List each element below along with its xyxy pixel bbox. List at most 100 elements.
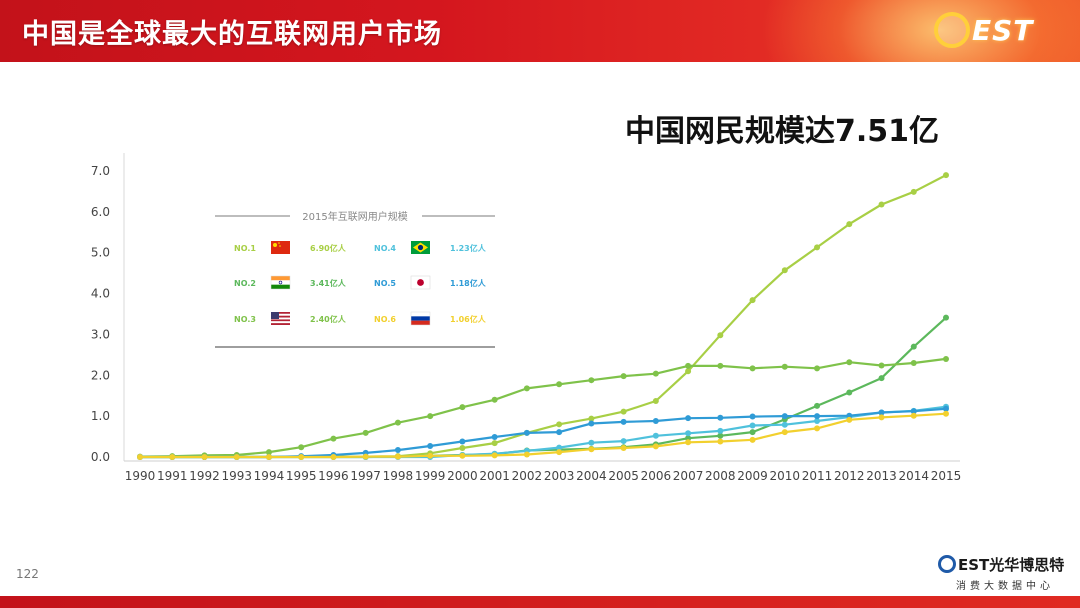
data-point-brazil: [814, 418, 821, 425]
x-tick-label: 2009: [737, 469, 768, 483]
legend-rank: NO.1: [234, 244, 256, 253]
header-banner: 中国是全球最大的互联网用户市场 EST: [0, 0, 1080, 62]
data-point-japan: [749, 413, 756, 420]
data-point-china: [878, 201, 885, 208]
data-point-russia: [169, 454, 176, 460]
best-logo: EST: [934, 10, 1054, 52]
data-point-brazil: [749, 422, 756, 429]
data-point-russia: [814, 425, 821, 432]
data-point-india: [717, 432, 724, 439]
x-tick-label: 2010: [770, 469, 801, 483]
data-point-japan: [878, 409, 885, 416]
data-point-japan: [910, 408, 917, 415]
page-title: 中国是全球最大的互联网用户市场: [22, 19, 442, 50]
data-point-china: [556, 421, 563, 428]
data-point-brazil: [588, 439, 595, 446]
data-point-usa: [556, 381, 563, 388]
x-tick-label: 1999: [415, 469, 446, 483]
data-point-usa: [362, 429, 369, 436]
data-point-japan: [943, 405, 949, 412]
data-point-russia: [265, 454, 272, 460]
x-tick-label: 1995: [286, 469, 317, 483]
x-tick-label: 2013: [866, 469, 897, 483]
india-flag: [270, 275, 291, 290]
x-tick-label: 1998: [383, 469, 414, 483]
data-point-japan: [394, 447, 401, 454]
data-point-usa: [491, 396, 498, 403]
data-point-china: [846, 221, 853, 228]
data-point-japan: [588, 420, 595, 427]
chart-axes: 0.0 1.0 2.0 3.0 4.0 5.0 6.0 7.0 1990 1991 1992 1993…: [91, 153, 961, 483]
data-point-japan: [523, 429, 530, 436]
data-point-china: [459, 445, 466, 452]
y-tick-label: 2.0: [91, 368, 110, 382]
russia-flag: [410, 311, 431, 326]
data-point-usa: [910, 360, 917, 367]
y-tick-label: 1.0: [91, 409, 110, 423]
y-tick-label: 4.0: [91, 287, 110, 301]
logo-text: EST: [972, 14, 1034, 47]
data-point-usa: [330, 435, 337, 442]
data-point-usa: [652, 370, 659, 377]
brand-mark-icon: [938, 555, 956, 573]
data-point-usa: [620, 373, 627, 380]
brand-tagline: 消费大数据中心: [956, 581, 1054, 592]
data-point-brazil: [652, 432, 659, 439]
data-point-usa: [523, 385, 530, 392]
data-point-japan: [427, 442, 434, 449]
data-point-usa: [394, 419, 401, 426]
x-tick-label: 1997: [350, 469, 381, 483]
data-point-india: [814, 402, 821, 409]
data-point-japan: [620, 418, 627, 425]
data-point-china: [814, 244, 821, 251]
y-tick-label: 5.0: [91, 246, 110, 260]
data-point-usa: [717, 362, 724, 369]
legend-rank: NO.2: [234, 279, 256, 288]
x-tick-label: 1996: [318, 469, 349, 483]
data-point-russia: [943, 410, 949, 417]
x-tick-label: 2008: [705, 469, 736, 483]
data-point-usa: [846, 359, 853, 366]
data-point-india: [943, 314, 949, 321]
data-point-usa: [814, 365, 821, 372]
data-point-japan: [781, 413, 788, 420]
data-point-russia: [394, 453, 401, 460]
x-tick-label: 2000: [447, 469, 478, 483]
data-point-russia: [781, 429, 788, 436]
data-point-japan: [717, 414, 724, 421]
data-point-india: [749, 429, 756, 436]
data-point-usa: [298, 444, 305, 451]
chart-legend: 2015年互联网用户规模 NO.1 6.90亿人 NO.2 3.41亿人 NO.3 2.40…: [215, 210, 495, 348]
data-point-russia: [749, 436, 756, 443]
x-tick-label: 2014: [898, 469, 929, 483]
x-tick-label: 2001: [479, 469, 510, 483]
data-point-russia: [685, 439, 692, 446]
x-tick-label: 2002: [512, 469, 543, 483]
legend-rank: NO.5: [374, 279, 396, 288]
data-point-japan: [556, 429, 563, 436]
legend-rank: NO.3: [234, 315, 256, 324]
usa-flag: [271, 312, 290, 325]
data-point-usa: [459, 404, 466, 411]
header-glow: [760, 0, 1080, 62]
legend-title: 2015年互联网用户规模: [302, 210, 407, 223]
data-point-usa: [265, 449, 272, 456]
data-point-india: [910, 343, 917, 350]
data-point-usa: [588, 377, 595, 384]
series-line-china: [140, 174, 947, 459]
legend-rank: NO.4: [374, 244, 396, 253]
y-tick-label: 3.0: [91, 327, 110, 341]
data-point-brazil: [717, 427, 724, 434]
data-point-russia: [233, 454, 240, 460]
y-tick-label: 6.0: [91, 205, 110, 219]
data-point-russia: [910, 412, 917, 419]
x-tick-label: 2011: [802, 469, 833, 483]
chart-headline: 中国网民规模达7.51亿: [625, 114, 940, 149]
data-point-brazil: [620, 438, 627, 445]
data-point-india: [846, 389, 853, 396]
data-point-brazil: [685, 430, 692, 437]
data-point-brazil: [781, 421, 788, 428]
data-point-russia: [201, 454, 208, 460]
data-point-japan: [459, 438, 466, 445]
data-point-russia: [298, 454, 305, 460]
